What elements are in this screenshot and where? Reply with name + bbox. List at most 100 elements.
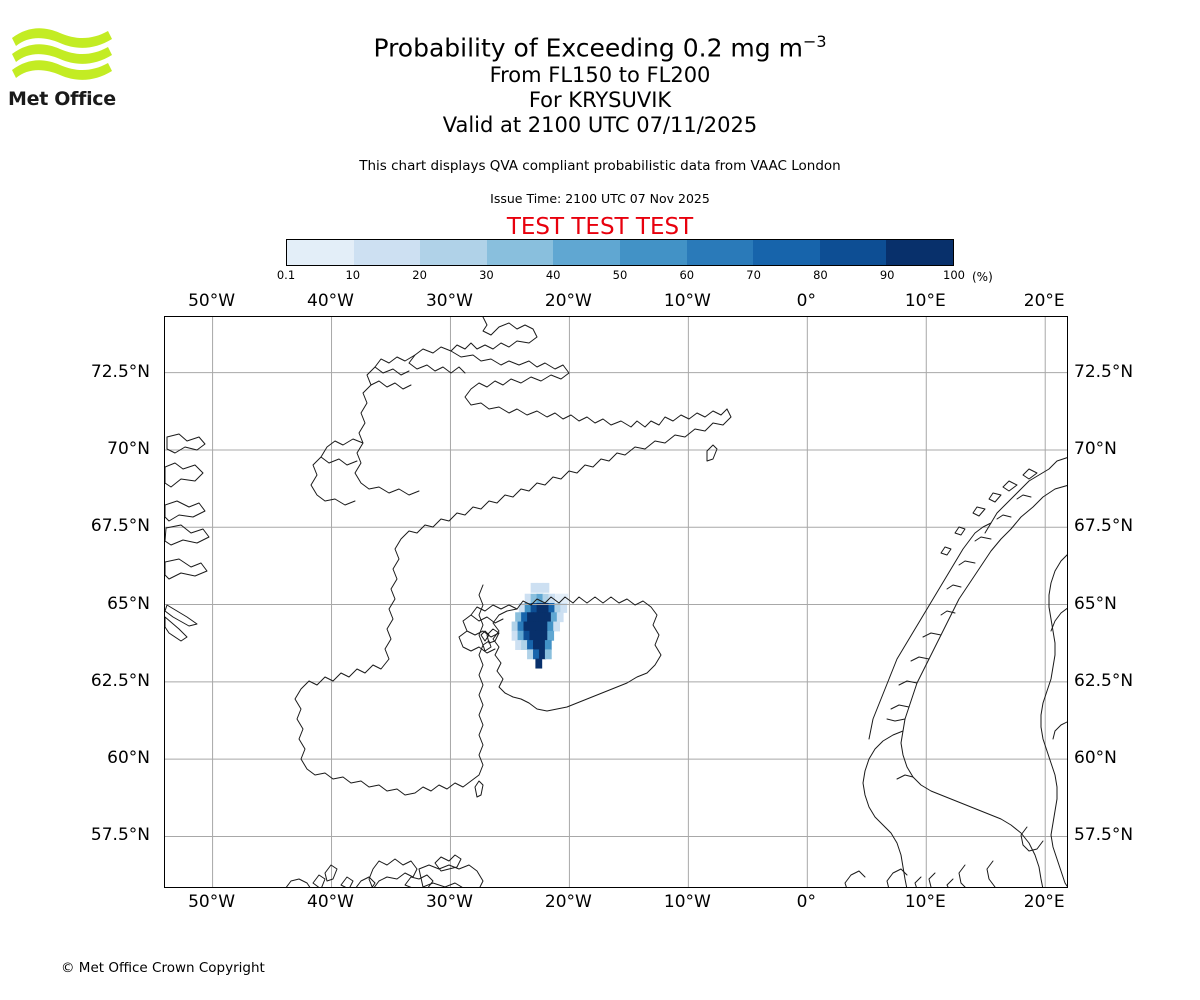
plume-cell [553,621,561,632]
plume-cell [538,640,546,650]
plume-cell [548,603,556,613]
volcano-line: For KRYSUVIK [528,88,672,112]
plume-cell [527,612,534,623]
brand-name: Met Office [8,88,116,110]
plume-cell [544,649,552,660]
axis-tick-label: 57.5°N [1074,825,1134,846]
axis-tick-label: 65°N [1074,593,1117,614]
colorbar-segment-7 [753,240,820,265]
plume-cell [536,593,544,604]
colorbar-tick-90: 90 [879,268,895,282]
colorbar-segment-3 [486,240,554,265]
axis-tick-label: 72.5°N [1074,361,1134,382]
plume-cell [542,593,550,604]
plume-cell [561,593,569,604]
axis-tick-label: 10°W [663,291,711,311]
plume-cell [527,649,534,660]
colorbar-tick-50: 50 [612,268,628,282]
axis-tick-label: 20°E [1023,291,1065,311]
plume-cell [515,640,522,650]
plume-cell [530,603,538,613]
plume-cell [560,603,568,613]
colorbar-segment-4 [553,240,620,265]
plume-cell [533,612,540,623]
plume-cell [521,640,528,650]
plume-cell [541,630,549,641]
colorbar [286,239,954,266]
plume-cell [524,603,532,613]
plume-cell [547,630,555,641]
axis-tick-label: 62.5°N [90,670,150,691]
plume-cell [547,621,555,632]
plume-cell [529,621,537,632]
plume-cell [515,612,522,623]
axis-tick-label: 57.5°N [90,825,150,846]
plume-cell [517,621,525,632]
longitude-labels-top: 50°W 40°W 30°W 20°W 10°W 0° 10°E 20°E [164,291,1068,313]
colorbar-tick-70: 70 [746,268,761,282]
plume-cell [533,640,540,650]
flight-level-line: From FL150 to FL200 [489,63,711,87]
plume-cell [517,630,525,641]
plume-cell [536,582,544,593]
qva-note: This chart displays QVA compliant probab… [359,158,841,174]
map-plot-area[interactable] [164,316,1068,888]
axis-tick-label: 10°E [904,892,946,912]
plume-cell [535,630,543,641]
axis-tick-label: 40°W [307,291,354,311]
plume-cell [554,603,562,613]
colorbar-segment-1 [353,240,421,265]
axis-tick-label: 30°W [425,892,473,912]
plume-cell [535,658,543,669]
copyright-notice: © Met Office Crown Copyright [61,960,265,976]
axis-tick-label: 62.5°N [1074,670,1134,691]
plume-cell [533,649,540,660]
colorbar-gradient [286,239,954,266]
page-title: Probability of Exceeding 0.2 mg m−3 [0,28,1200,62]
plume-cell [527,640,534,650]
test-banner: TEST TEST TEST [506,214,694,240]
colorbar-unit-label: (%) [972,270,993,284]
plume-cell [555,593,563,604]
colorbar-tick-60: 60 [679,268,695,282]
plume-cell [550,612,558,623]
colorbar-tick-0.1: 0.1 [276,268,296,282]
page-title-text: Probability of Exceeding 0.2 mg m [373,33,803,63]
plume-cell [511,630,519,641]
plume-cell [530,593,538,604]
plume-cell [535,621,543,632]
colorbar-segment-5 [619,240,687,265]
axis-tick-label: 70°N [107,438,150,459]
colorbar-tick-labels: 0.1 10 20 30 40 50 60 70 80 90 100 [277,268,965,284]
axis-tick-label: 40°W [307,892,354,912]
page-title-exponent: −3 [802,32,827,51]
colorbar-tick-100: 100 [943,268,965,282]
axis-tick-label: 67.5°N [90,516,150,537]
plume-cell [556,612,564,623]
axis-tick-label: 10°W [663,892,711,912]
axis-tick-label: 0° [796,291,816,311]
plume-cell [536,603,544,613]
plume-cell [511,621,519,632]
plume-cell [538,612,546,623]
plume-cell [524,593,532,604]
colorbar-segment-8 [819,240,887,265]
axis-tick-label: 20°E [1023,892,1065,912]
axis-tick-label: 72.5°N [90,361,150,382]
axis-tick-label: 10°E [904,291,946,311]
colorbar-tick-20: 20 [412,268,427,282]
plume-cell [530,582,538,593]
plume-cell [548,593,556,604]
plume-cell [521,612,528,623]
colorbar-tick-40: 40 [545,268,561,282]
axis-tick-label: 60°N [107,748,150,769]
colorbar-segment-2 [420,240,487,265]
plume-cell [544,640,552,650]
latitude-labels-right: 57.5°N 60°N 62.5°N 65°N 67.5°N 70°N 72.5°N [1074,316,1200,888]
longitude-labels-bottom: 50°W 40°W 30°W 20°W 10°W 0° 10°E 20°E [164,892,1068,914]
latitude-labels-left: 57.5°N 60°N 62.5°N 65°N 67.5°N 70°N 72.5°N [0,316,158,888]
issue-time: Issue Time: 2100 UTC 07 Nov 2025 [490,191,710,206]
colorbar-segment-0 [287,240,354,265]
axis-tick-label: 50°W [188,291,236,311]
